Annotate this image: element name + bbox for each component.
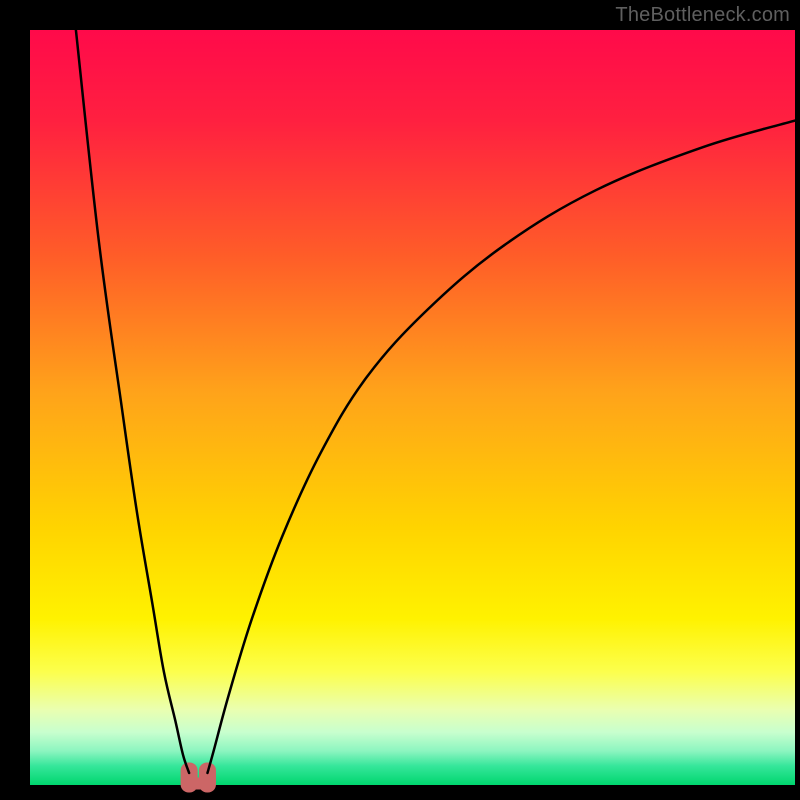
chart-container: TheBottleneck.com	[0, 0, 800, 800]
plot-gradient-background	[30, 30, 795, 785]
chart-svg	[0, 0, 800, 800]
minimum-marker-bridge	[188, 777, 208, 789]
watermark-text: TheBottleneck.com	[615, 4, 790, 27]
